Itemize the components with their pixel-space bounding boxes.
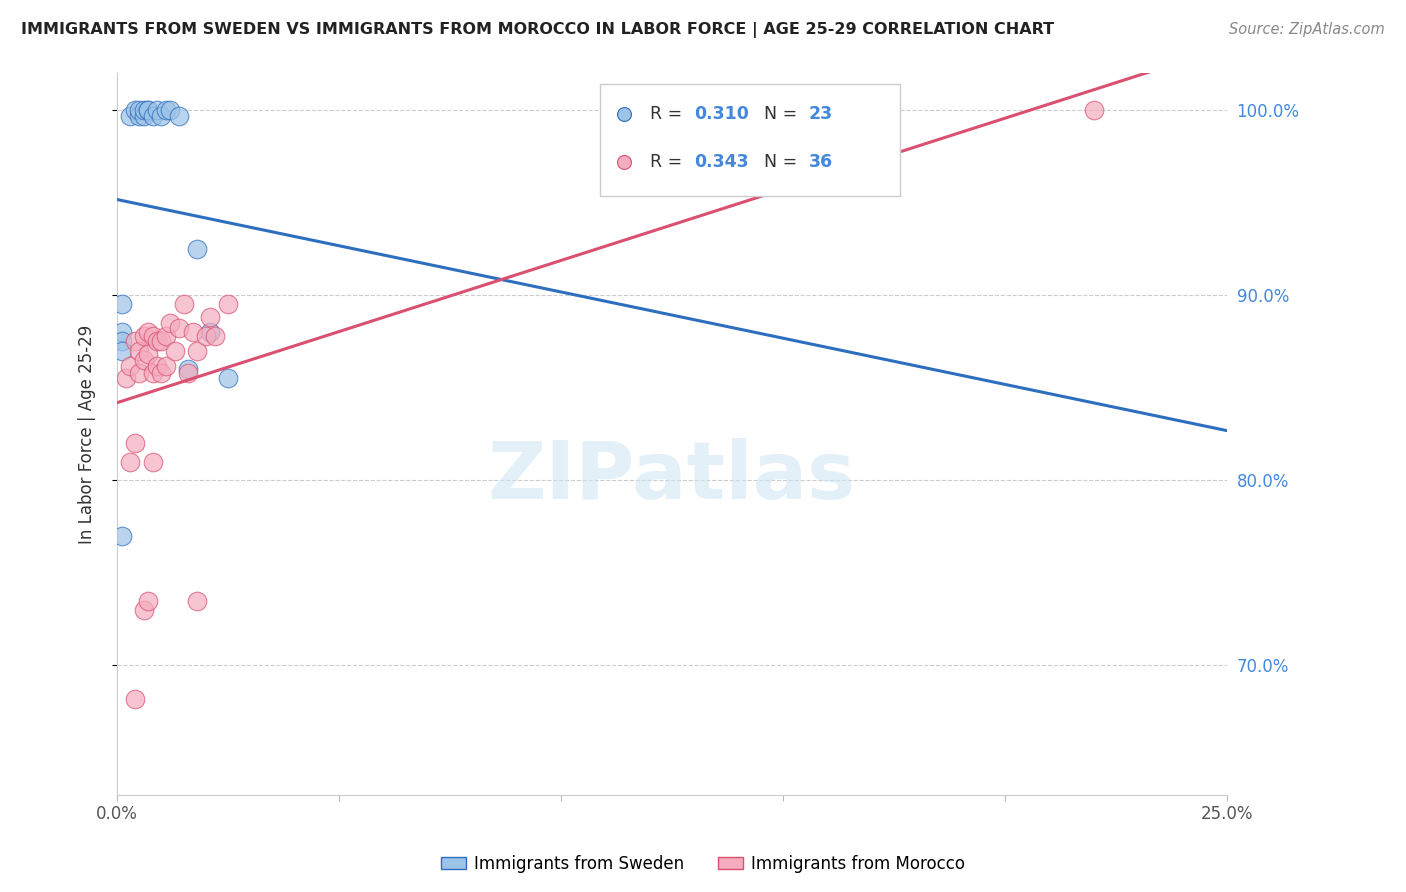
Point xyxy=(159,103,181,117)
Text: 0.310: 0.310 xyxy=(695,105,749,123)
Point xyxy=(136,325,159,339)
Text: Source: ZipAtlas.com: Source: ZipAtlas.com xyxy=(1229,22,1385,37)
Point xyxy=(181,325,204,339)
Point xyxy=(110,343,132,358)
Legend: Immigrants from Sweden, Immigrants from Morocco: Immigrants from Sweden, Immigrants from … xyxy=(434,848,972,880)
Point xyxy=(173,297,195,311)
Point xyxy=(124,334,146,349)
Point xyxy=(128,366,150,380)
Point xyxy=(132,329,155,343)
Text: ZIPatlas: ZIPatlas xyxy=(488,438,856,516)
Point xyxy=(142,329,165,343)
Point xyxy=(132,603,155,617)
Point xyxy=(167,109,190,123)
Point xyxy=(136,593,159,607)
Point xyxy=(200,310,222,325)
Point xyxy=(217,297,239,311)
Point xyxy=(124,436,146,450)
Point xyxy=(120,455,142,469)
Point xyxy=(132,109,155,123)
Point xyxy=(110,334,132,349)
Point xyxy=(204,329,226,343)
Point xyxy=(142,455,165,469)
Point xyxy=(124,103,146,117)
Point xyxy=(120,359,142,373)
Point xyxy=(163,343,186,358)
Bar xyxy=(600,84,900,195)
Text: 23: 23 xyxy=(808,105,832,123)
Y-axis label: In Labor Force | Age 25-29: In Labor Force | Age 25-29 xyxy=(79,325,96,543)
Point xyxy=(177,362,200,376)
Text: IMMIGRANTS FROM SWEDEN VS IMMIGRANTS FROM MOROCCO IN LABOR FORCE | AGE 25-29 COR: IMMIGRANTS FROM SWEDEN VS IMMIGRANTS FRO… xyxy=(21,22,1054,38)
Point xyxy=(155,329,177,343)
Point xyxy=(132,103,155,117)
Point xyxy=(155,359,177,373)
Point xyxy=(186,343,208,358)
Point xyxy=(124,691,146,706)
Point xyxy=(159,316,181,330)
Point xyxy=(142,366,165,380)
Text: 36: 36 xyxy=(808,153,832,170)
Point xyxy=(132,353,155,368)
Point xyxy=(136,347,159,361)
Point xyxy=(128,343,150,358)
Point xyxy=(110,325,132,339)
Point xyxy=(150,334,173,349)
Point xyxy=(150,109,173,123)
Text: R =: R = xyxy=(650,105,688,123)
Point xyxy=(146,359,169,373)
Point xyxy=(146,103,169,117)
Point xyxy=(115,371,138,385)
Point xyxy=(128,103,150,117)
Point xyxy=(194,329,217,343)
Point xyxy=(200,325,222,339)
Point xyxy=(1083,103,1105,117)
Point xyxy=(217,371,239,385)
Point xyxy=(186,242,208,256)
Point xyxy=(150,366,173,380)
Point xyxy=(155,103,177,117)
Point xyxy=(136,103,159,117)
Point xyxy=(120,109,142,123)
Text: 0.343: 0.343 xyxy=(695,153,749,170)
Point xyxy=(146,334,169,349)
Point xyxy=(128,109,150,123)
Text: N =: N = xyxy=(763,153,803,170)
Point xyxy=(142,109,165,123)
Text: N =: N = xyxy=(763,105,803,123)
Point xyxy=(110,297,132,311)
Point xyxy=(167,321,190,335)
Text: R =: R = xyxy=(650,153,688,170)
Point xyxy=(186,593,208,607)
Point xyxy=(136,103,159,117)
Point xyxy=(177,366,200,380)
Point xyxy=(110,529,132,543)
